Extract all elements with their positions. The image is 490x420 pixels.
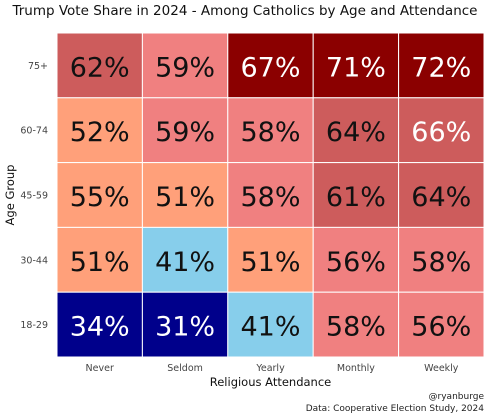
cell-value-label: 41% bbox=[240, 312, 300, 343]
y-tick-label: 18-29 bbox=[20, 320, 48, 331]
cell-value-label: 71% bbox=[326, 52, 386, 83]
heatmap-cell bbox=[56, 97, 143, 164]
y-tick-label: 60-74 bbox=[20, 126, 48, 137]
heatmap-cell bbox=[312, 162, 400, 228]
cell-value-label: 52% bbox=[70, 117, 130, 148]
cell-value-label: 41% bbox=[155, 247, 215, 278]
y-tick-label: 75+ bbox=[28, 61, 48, 72]
cell-value-label: 59% bbox=[155, 117, 215, 148]
cell-value-label: 67% bbox=[240, 52, 300, 83]
x-tick-label: Yearly bbox=[255, 363, 285, 374]
x-tick-label: Weekly bbox=[424, 363, 459, 374]
heatmap-cell bbox=[398, 291, 485, 358]
cell-value-label: 61% bbox=[326, 182, 386, 213]
cell-value-label: 58% bbox=[240, 117, 300, 148]
heatmap-cell bbox=[312, 226, 400, 293]
heatmap-cell bbox=[398, 162, 485, 228]
heatmap-cell bbox=[141, 291, 229, 358]
x-tick-label: Never bbox=[86, 363, 114, 374]
heatmap-cell bbox=[227, 162, 314, 228]
cell-value-label: 56% bbox=[411, 312, 471, 343]
heatmap-cell bbox=[312, 97, 400, 164]
cell-value-label: 31% bbox=[155, 312, 215, 343]
cell-value-label: 58% bbox=[240, 182, 300, 213]
cell-value-label: 51% bbox=[70, 247, 130, 278]
cell-value-label: 64% bbox=[326, 117, 386, 148]
cell-value-label: 56% bbox=[326, 247, 386, 278]
heatmap-cell bbox=[312, 291, 400, 358]
heatmap-cell bbox=[398, 226, 485, 293]
cell-value-label: 62% bbox=[70, 52, 130, 83]
cell-value-label: 64% bbox=[411, 182, 471, 213]
heatmap-cell bbox=[227, 226, 314, 293]
heatmap-cell bbox=[141, 162, 229, 228]
cell-value-label: 55% bbox=[70, 182, 130, 213]
cell-value-label: 59% bbox=[155, 52, 215, 83]
cell-value-label: 51% bbox=[155, 182, 215, 213]
cell-value-label: 34% bbox=[70, 312, 130, 343]
heatmap-cell bbox=[56, 162, 143, 228]
chart-title: Trump Vote Share in 2024 - Among Catholi… bbox=[12, 3, 478, 19]
y-axis-label: Age Group bbox=[3, 165, 17, 226]
x-axis-label: Religious Attendance bbox=[210, 375, 332, 389]
cell-value-label: 51% bbox=[240, 247, 300, 278]
heatmap-cell bbox=[227, 97, 314, 164]
heatmap-cell bbox=[141, 97, 229, 164]
cell-value-label: 58% bbox=[326, 312, 386, 343]
y-tick-label: 45-59 bbox=[20, 191, 48, 202]
caption-source: Data: Cooperative Election Study, 2024 bbox=[305, 404, 484, 414]
caption-author: @ryanburge bbox=[428, 392, 484, 402]
x-tick-label: Seldom bbox=[167, 363, 203, 374]
x-tick-label: Monthly bbox=[337, 363, 375, 374]
cell-value-label: 66% bbox=[411, 117, 471, 148]
cell-value-label: 72% bbox=[411, 52, 471, 83]
heatmap-cell bbox=[398, 32, 485, 99]
y-tick-label: 30-44 bbox=[20, 255, 48, 266]
cell-value-label: 58% bbox=[411, 247, 471, 278]
